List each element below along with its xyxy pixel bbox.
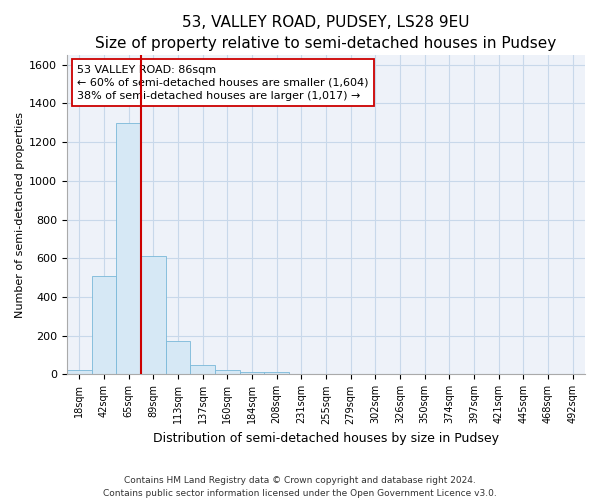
Bar [239, 372, 265, 374]
Bar [92, 276, 116, 374]
Bar [67, 370, 92, 374]
Bar [190, 365, 215, 374]
X-axis label: Distribution of semi-detached houses by size in Pudsey: Distribution of semi-detached houses by … [153, 432, 499, 445]
Title: 53, VALLEY ROAD, PUDSEY, LS28 9EU
Size of property relative to semi-detached hou: 53, VALLEY ROAD, PUDSEY, LS28 9EU Size o… [95, 15, 557, 51]
Y-axis label: Number of semi-detached properties: Number of semi-detached properties [15, 112, 25, 318]
Bar [215, 370, 239, 374]
Bar [265, 372, 289, 374]
Text: 53 VALLEY ROAD: 86sqm
← 60% of semi-detached houses are smaller (1,604)
38% of s: 53 VALLEY ROAD: 86sqm ← 60% of semi-deta… [77, 64, 369, 101]
Bar [141, 256, 166, 374]
Bar [166, 340, 190, 374]
Bar [116, 122, 141, 374]
Text: Contains HM Land Registry data © Crown copyright and database right 2024.
Contai: Contains HM Land Registry data © Crown c… [103, 476, 497, 498]
